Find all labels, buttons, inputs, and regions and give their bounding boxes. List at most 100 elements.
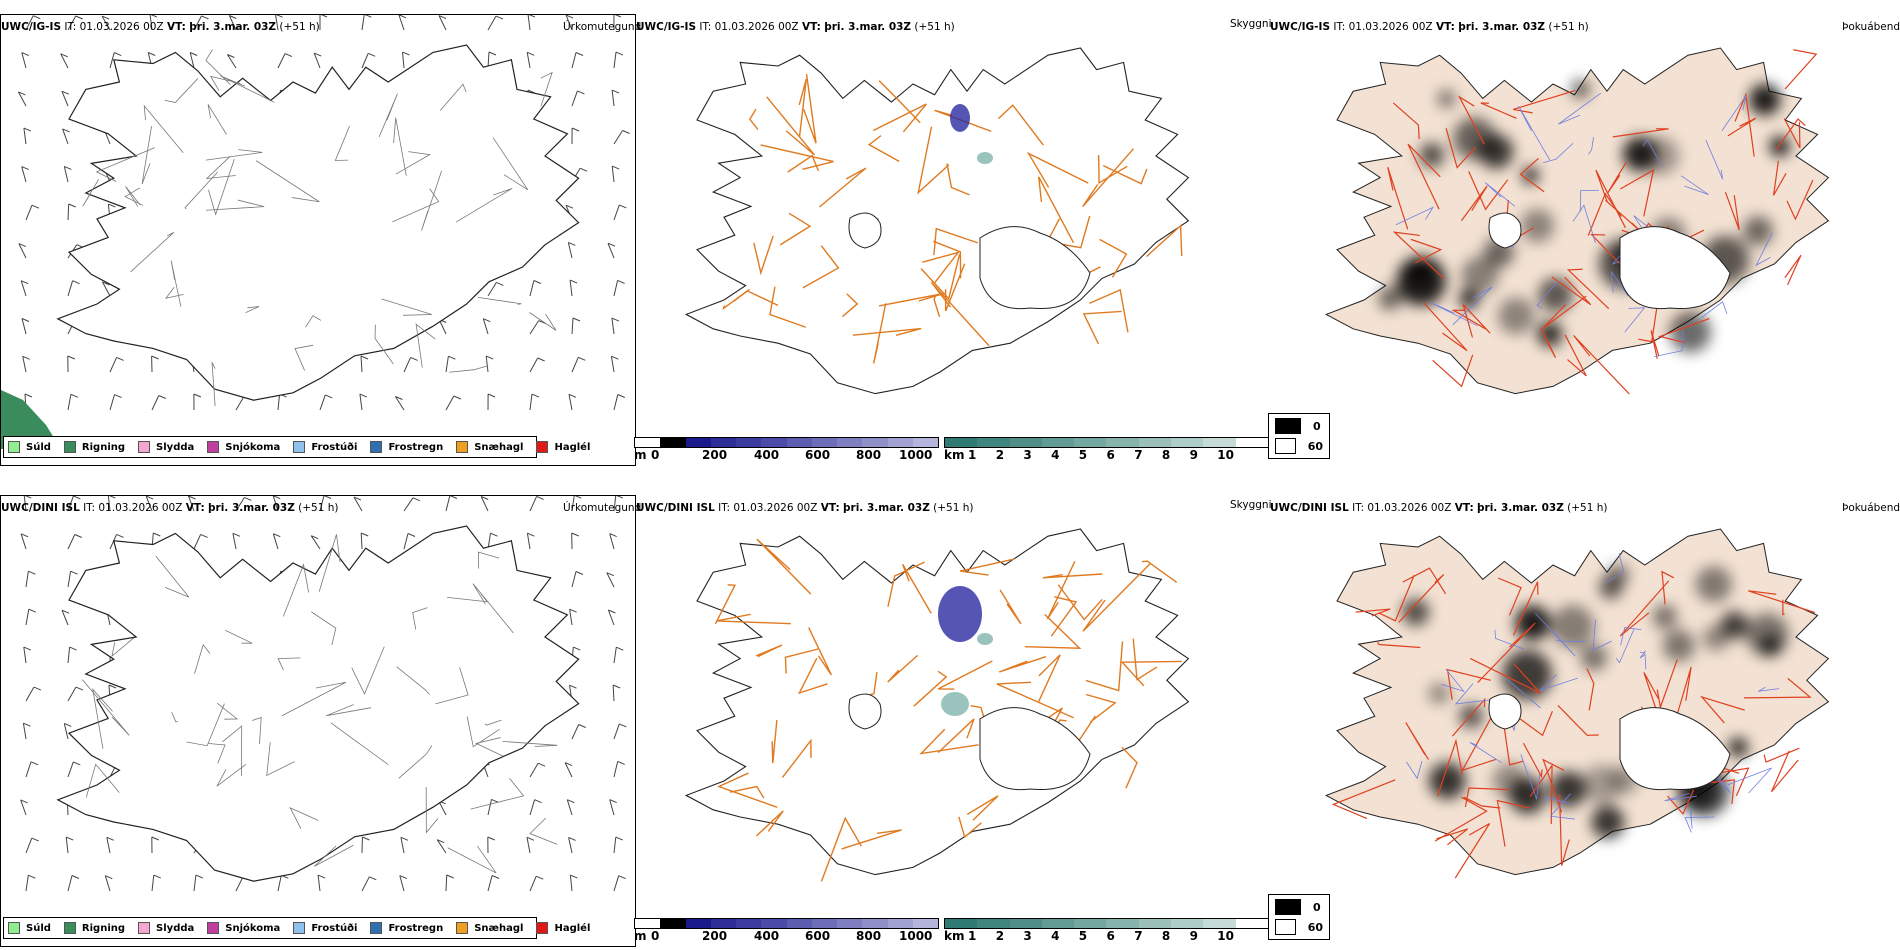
legend-item: Haglél bbox=[536, 441, 590, 453]
visibility-area bbox=[977, 633, 993, 645]
ceiling-title-1: Skyggni bbox=[1230, 18, 1272, 30]
colorbar-tick: 8 bbox=[1161, 929, 1171, 943]
fog-legend-item: 60 bbox=[1275, 919, 1323, 935]
iceland-coastline bbox=[56, 44, 580, 401]
iceland-landmass bbox=[1324, 47, 1830, 395]
glacier-outline bbox=[848, 212, 882, 249]
precip-type-title-2: Úrkomutegund bbox=[563, 502, 642, 514]
legend-item: Snæhagl bbox=[456, 441, 523, 453]
fog-legend-swatch bbox=[1275, 438, 1296, 454]
colorbar-tick: 1 bbox=[968, 448, 977, 462]
header-row-1-panel-1: UWC/IG-IS IT: 01.03.2026 00Z VT: þri. 3.… bbox=[1, 21, 320, 33]
legend-label: Frostregn bbox=[388, 922, 444, 934]
legend-item: Slydda bbox=[138, 922, 194, 934]
glacier-outline bbox=[1619, 707, 1731, 791]
legend-swatch bbox=[207, 441, 220, 453]
legend-label: Frostregn bbox=[388, 441, 444, 453]
height-colorbar-2: m 0 200 400 600 800 1000 bbox=[634, 918, 939, 943]
legend-swatch bbox=[207, 922, 220, 934]
colorbar-tick: 600 bbox=[805, 448, 831, 462]
colorbar-tick: 7 bbox=[1134, 448, 1143, 462]
fog-title-2: Þokuábendi bbox=[1842, 502, 1900, 514]
fog-legend-2: 0 60 bbox=[1268, 894, 1330, 940]
colorbar-unit: km bbox=[944, 448, 965, 462]
river-network bbox=[1406, 553, 1780, 833]
legend-label: Snæhagl bbox=[474, 922, 524, 934]
colorbar-tick: 8 bbox=[1161, 448, 1171, 462]
legend-swatch bbox=[456, 922, 469, 934]
precip-type-legend-2: Súld Rigning Slydda Snjókoma Frostúði Frostre… bbox=[3, 917, 590, 939]
road-network bbox=[82, 534, 558, 874]
header-row-2-panel-2: UWC/DINI ISL IT: 01.03.2026 00Z VT: þri.… bbox=[636, 502, 974, 514]
legend-label: Rigning bbox=[81, 441, 126, 453]
legend-item: Haglél bbox=[536, 922, 590, 934]
colorbar-tick: 7 bbox=[1134, 929, 1143, 943]
colorbar-tick: 10 bbox=[1217, 929, 1234, 943]
colorbar-tick: 600 bbox=[805, 929, 831, 943]
colorbar-tick: 400 bbox=[754, 448, 780, 462]
iceland-wind-map bbox=[20, 496, 627, 892]
road-network bbox=[722, 73, 1183, 364]
colorbar-tick: 3 bbox=[1023, 929, 1032, 943]
road-network bbox=[82, 49, 557, 407]
colorbar-tick: 9 bbox=[1189, 929, 1198, 943]
road-network bbox=[1331, 567, 1816, 879]
fog-legend-swatch bbox=[1275, 899, 1301, 915]
glacier-outline bbox=[979, 707, 1091, 791]
colorbar-unit: m bbox=[634, 929, 647, 943]
rain-area bbox=[1, 390, 61, 449]
legend-label: Súld bbox=[26, 441, 51, 453]
iceland-fog-map bbox=[1324, 47, 1830, 395]
fog-legend-item: 0 bbox=[1275, 899, 1323, 915]
height-colorbar-1: m 0 200 400 600 800 1000 bbox=[634, 437, 939, 462]
colorbar-tick: 2 bbox=[995, 448, 1005, 462]
legend-swatch bbox=[370, 922, 383, 934]
colorbar-tick: 1 bbox=[968, 929, 977, 943]
legend-item: Rigning bbox=[63, 441, 126, 453]
colorbar-unit: m bbox=[634, 448, 647, 462]
legend-item: Frostúði bbox=[293, 441, 357, 453]
header-row-2-panel-1: UWC/DINI ISL IT: 01.03.2026 00Z VT: þri.… bbox=[1, 502, 339, 514]
colorbar-tick: 800 bbox=[856, 929, 882, 943]
glacier-outline bbox=[979, 226, 1091, 310]
colorbar-tick: 2 bbox=[995, 929, 1005, 943]
legend-label: Haglél bbox=[554, 922, 591, 934]
fog-legend-swatch bbox=[1275, 418, 1301, 434]
legend-swatch bbox=[63, 922, 76, 934]
colorbar-tick: 5 bbox=[1078, 929, 1088, 943]
header-row-1-panel-3: UWC/IG-IS IT: 01.03.2026 00Z VT: þri. 3.… bbox=[1270, 21, 1589, 33]
header-row-2-panel-3: UWC/DINI ISL IT: 01.03.2026 00Z VT: þri.… bbox=[1270, 502, 1608, 514]
colorbar-tick: 1000 bbox=[899, 448, 933, 462]
legend-item: Súld bbox=[8, 441, 51, 453]
iceland-coastline bbox=[684, 47, 1190, 395]
glacier-outline bbox=[1488, 693, 1522, 730]
colorbar-tick: 6 bbox=[1106, 929, 1115, 943]
fog-index-field bbox=[1378, 79, 1790, 353]
ceiling-map-1 bbox=[660, 38, 1240, 428]
header-row-1-panel-2: UWC/IG-IS IT: 01.03.2026 00Z VT: þri. 3.… bbox=[636, 21, 955, 33]
legend-item: Slydda bbox=[138, 441, 194, 453]
precip-type-legend-1: Súld Rigning Slydda Snjókoma Frostúði Frostre… bbox=[3, 436, 590, 458]
precip-type-panel-2 bbox=[0, 495, 636, 947]
colorbar-tick: 200 bbox=[702, 448, 728, 462]
ceiling-title-2: Skyggni bbox=[1230, 499, 1272, 511]
colorbar-tick: 5 bbox=[1078, 448, 1088, 462]
fog-legend-label: 60 bbox=[1307, 920, 1323, 934]
legend-swatch bbox=[536, 922, 549, 934]
legend-item: Rigning bbox=[63, 922, 125, 934]
legend-swatch bbox=[138, 441, 151, 453]
legend-swatch bbox=[8, 922, 20, 934]
visibility-area bbox=[941, 692, 969, 716]
colorbar-swatches bbox=[944, 437, 1269, 448]
iceland-fog-map bbox=[1324, 528, 1830, 879]
legend-label: Snjókoma bbox=[225, 441, 281, 453]
iceland-coastline bbox=[56, 525, 580, 882]
colorbar-tick: 1000 bbox=[899, 929, 933, 943]
colorbar-tick: 4 bbox=[1051, 448, 1060, 462]
legend-label: Snjókoma bbox=[225, 922, 281, 934]
legend-swatch bbox=[8, 441, 20, 453]
fog-legend-item: 0 bbox=[1275, 418, 1323, 434]
fog-legend-label: 0 bbox=[1313, 900, 1321, 914]
legend-swatch bbox=[138, 922, 151, 934]
iceland-ceiling-map bbox=[684, 47, 1190, 395]
